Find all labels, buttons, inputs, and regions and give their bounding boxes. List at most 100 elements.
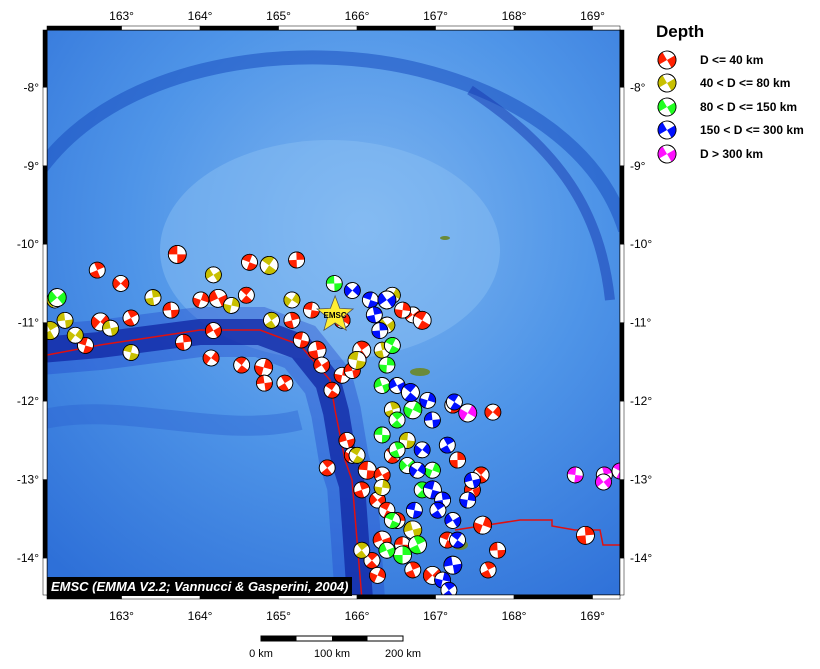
earthquake-beachball [388,441,406,459]
beachball-icon [657,73,677,93]
latitude-label: -9° [630,159,646,173]
earthquake-beachball [458,403,478,423]
beachball-icon [657,120,677,140]
data-source-credit: EMSC (EMMA V2.2; Vannucci & Gasperini, 2… [47,577,353,596]
earthquake-beachball [66,326,84,344]
earthquake-beachball [479,561,497,579]
legend-label: D > 300 km [700,146,764,161]
earthquake-beachball [205,266,222,284]
earthquake-beachball [440,581,458,595]
latitude-label: -12° [630,394,652,408]
beachball-icon [657,144,677,164]
emsc-label: EMSC [324,311,347,320]
beachball-symbol [657,73,677,93]
earthquake-beachball [288,251,306,269]
earthquake-beachball [413,441,431,459]
earthquake-beachball [102,319,119,337]
plate-boundary-trench [47,329,363,595]
earthquake-beachball [408,535,427,555]
beachball-icon [657,97,677,117]
earthquake-beachball [283,291,301,309]
legend-item: D > 300 km [656,142,804,166]
earthquake-beachball [404,561,422,579]
earthquake-beachball [47,288,67,307]
legend-title: Depth [656,22,705,41]
earthquake-beachball [449,451,466,469]
longitude-label: 168° [502,609,527,623]
latitude-label: -9° [24,159,40,173]
latitude-label: -13° [630,473,652,487]
longitude-label: 165° [266,9,291,23]
earthquake-beachball [489,541,506,559]
earthquake-beachball [338,432,356,449]
earthquake-beachball [373,479,391,496]
earthquake-beachball [388,377,406,394]
earthquake-beachball [383,512,401,529]
earthquake-beachball [363,552,381,569]
beachball-symbol [657,120,677,140]
earthquake-beachball [445,393,463,411]
longitude-label: 167° [423,609,448,623]
beachball-symbol [657,50,677,70]
earthquake-beachball [223,297,240,314]
earthquake-beachball [56,311,74,329]
longitude-label: 166° [345,9,370,23]
earthquake-beachball [403,400,423,420]
earthquake-beachball [388,411,406,429]
latitude-label: -14° [17,551,39,565]
earthquake-beachball [256,374,273,392]
plate-boundary-east [454,519,620,546]
legend-item: 40 < D <= 80 km [656,72,804,96]
earthquake-beachball [323,381,341,399]
beachball-symbol [657,97,677,117]
earthquake-beachball [175,333,192,351]
bathymetry-background: EMSC [47,30,620,595]
earthquake-beachball [611,462,620,480]
axis-tick-labels: 163° 163° 164° 164° 165° 165° 166° 166° 167° 167°… [17,9,653,623]
scale-label-100: 100 km [313,648,351,660]
earthquake-beachball [365,306,383,324]
emsc-star-marker: EMSC [315,294,355,332]
earthquake-beachball [283,311,301,329]
scale-label-200: 200 km [384,648,422,660]
earthquake-beachball [464,472,481,489]
latitude-label: -8° [24,80,40,94]
legend-item: 150 < D <= 300 km [656,119,804,143]
earthquake-beachball [459,491,477,509]
earthquake-beachball [167,245,187,264]
earthquake-beachball [443,555,463,575]
earthquake-beachball [347,350,367,370]
latitude-label: -10° [17,237,39,251]
earthquake-beachball [409,461,426,479]
earthquake-beachball [353,541,371,559]
latitude-label: -10° [630,237,652,251]
earthquake-beachball [292,331,310,349]
earthquake-beachball [473,515,493,535]
earthquake-beachball [405,501,423,519]
earthquake-beachball [378,541,396,559]
earthquake-beachball [47,321,60,340]
earthquake-beachball [377,290,397,310]
earthquake-beachball [241,253,258,271]
longitude-label: 164° [188,609,213,623]
earthquake-beachball [276,374,294,392]
longitude-label: 163° [109,609,134,623]
earthquake-beachball [576,525,595,545]
latitude-label: -12° [17,394,39,408]
earthquake-beachball [449,531,466,549]
earthquake-beachball [595,473,612,491]
earthquake-events [47,245,620,595]
earthquake-beachball [122,344,140,361]
earthquake-beachball [353,481,371,499]
earthquake-beachball [208,288,228,308]
legend-label: D <= 40 km [700,52,764,67]
earthquake-beachball [369,566,386,584]
earthquake-beachball [401,383,420,402]
earthquake-beachball [393,545,412,565]
earthquake-beachball [237,286,255,304]
earthquake-beachball [383,337,401,354]
earthquake-beachball [438,436,456,454]
earthquake-beachball [233,356,251,374]
longitude-label: 164° [188,9,213,23]
